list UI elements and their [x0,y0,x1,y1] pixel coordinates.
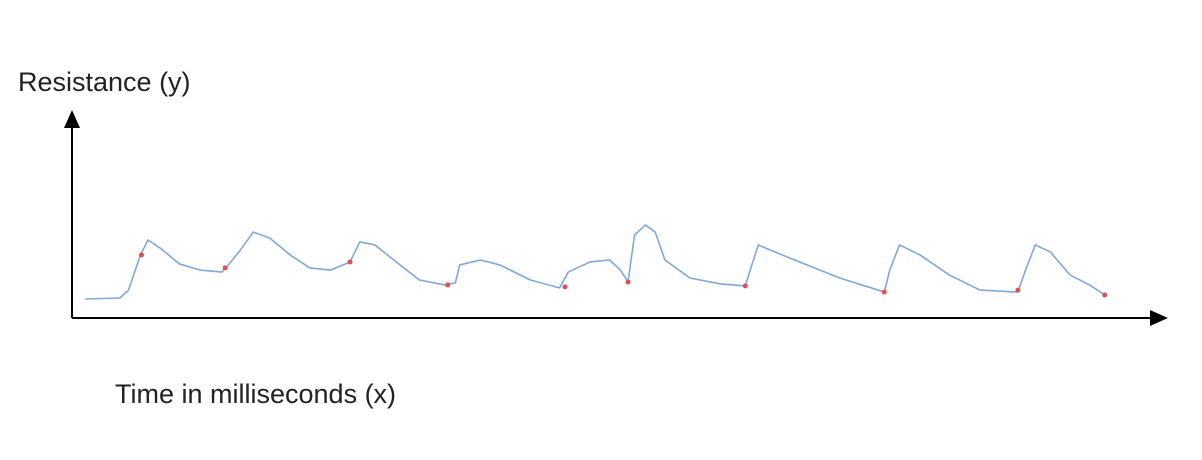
marker-point [1102,292,1108,298]
marker-point [347,259,353,265]
x-axis-label: Time in milliseconds (x) [115,379,396,409]
signal-line [85,224,1106,300]
marker-point [1015,287,1021,293]
marker-point [625,279,631,285]
marker-point [222,265,228,271]
marker-point [139,252,145,258]
marker-point [742,283,748,289]
marker-point [881,289,887,295]
y-axis-label: Resistance (y) [18,67,191,97]
marker-point [562,284,568,290]
marker-point [445,282,451,288]
